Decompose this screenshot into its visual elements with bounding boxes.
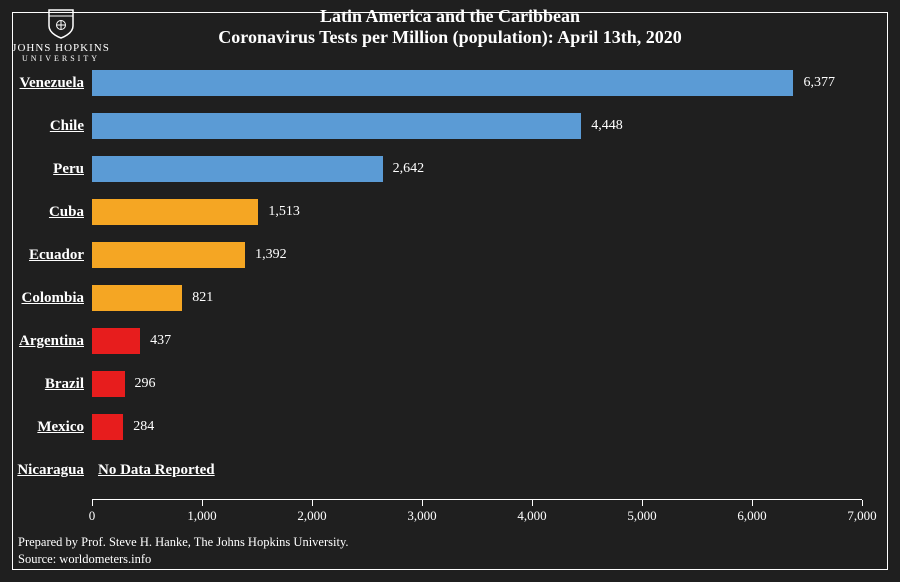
- x-axis: [92, 499, 862, 500]
- category-label: Mexico: [37, 414, 92, 440]
- footer-source: Source: worldometers.info: [18, 551, 349, 568]
- x-tick: [312, 500, 313, 506]
- bar: [92, 242, 245, 268]
- footer-credit: Prepared by Prof. Steve H. Hanke, The Jo…: [18, 534, 349, 551]
- title-line-1: Latin America and the Caribbean: [0, 6, 900, 27]
- bar: [92, 70, 793, 96]
- category-label: Cuba: [49, 199, 92, 225]
- bars-container: Venezuela6,377 Chile4,448 Peru2,642 Cuba1,5…: [92, 70, 862, 500]
- bar-row: Mexico284: [92, 414, 862, 440]
- x-tick: [862, 500, 863, 506]
- x-tick-label: 6,000: [737, 508, 766, 524]
- x-tick-label: 0: [89, 508, 96, 524]
- bar-row: NicaraguaNo Data Reported: [92, 457, 862, 483]
- bar: [92, 156, 383, 182]
- category-label: Nicaragua: [17, 457, 92, 483]
- x-tick-label: 1,000: [187, 508, 216, 524]
- value-label: 284: [123, 414, 154, 440]
- value-label: 296: [125, 371, 156, 397]
- value-label: 4,448: [581, 113, 623, 139]
- bar-row: Colombia821: [92, 285, 862, 311]
- x-tick-label: 7,000: [847, 508, 876, 524]
- x-tick: [92, 500, 93, 506]
- x-tick: [202, 500, 203, 506]
- x-tick-label: 4,000: [517, 508, 546, 524]
- category-label: Ecuador: [29, 242, 92, 268]
- no-data-label: No Data Reported: [98, 457, 215, 483]
- value-label: 2,642: [383, 156, 425, 182]
- logo-text-bottom: UNIVERSITY: [6, 54, 116, 63]
- category-label: Chile: [50, 113, 92, 139]
- x-tick: [642, 500, 643, 506]
- bar: [92, 113, 581, 139]
- x-tick-label: 5,000: [627, 508, 656, 524]
- category-label: Brazil: [45, 371, 92, 397]
- category-label: Venezuela: [20, 70, 92, 96]
- x-tick: [752, 500, 753, 506]
- category-label: Peru: [53, 156, 92, 182]
- category-label: Argentina: [19, 328, 92, 354]
- bar-row: Brazil296: [92, 371, 862, 397]
- bar: [92, 199, 258, 225]
- x-tick: [422, 500, 423, 506]
- bar-row: Ecuador1,392: [92, 242, 862, 268]
- bar-row: Argentina437: [92, 328, 862, 354]
- x-tick-label: 3,000: [407, 508, 436, 524]
- value-label: 437: [140, 328, 171, 354]
- value-label: 1,392: [245, 242, 287, 268]
- bar: [92, 414, 123, 440]
- bar-row: Cuba1,513: [92, 199, 862, 225]
- value-label: 821: [182, 285, 213, 311]
- category-label: Colombia: [21, 285, 92, 311]
- bar-row: Chile4,448: [92, 113, 862, 139]
- chart-plot-area: Venezuela6,377 Chile4,448 Peru2,642 Cuba1,5…: [92, 70, 862, 500]
- chart-title: Latin America and the Caribbean Coronavi…: [0, 6, 900, 48]
- bar: [92, 371, 125, 397]
- bar: [92, 285, 182, 311]
- title-line-2: Coronavirus Tests per Million (populatio…: [0, 27, 900, 48]
- chart-footer: Prepared by Prof. Steve H. Hanke, The Jo…: [18, 534, 349, 568]
- x-tick: [532, 500, 533, 506]
- x-tick-label: 2,000: [297, 508, 326, 524]
- bar: [92, 328, 140, 354]
- value-label: 1,513: [258, 199, 300, 225]
- bar-row: Venezuela6,377: [92, 70, 862, 96]
- bar-row: Peru2,642: [92, 156, 862, 182]
- value-label: 6,377: [793, 70, 835, 96]
